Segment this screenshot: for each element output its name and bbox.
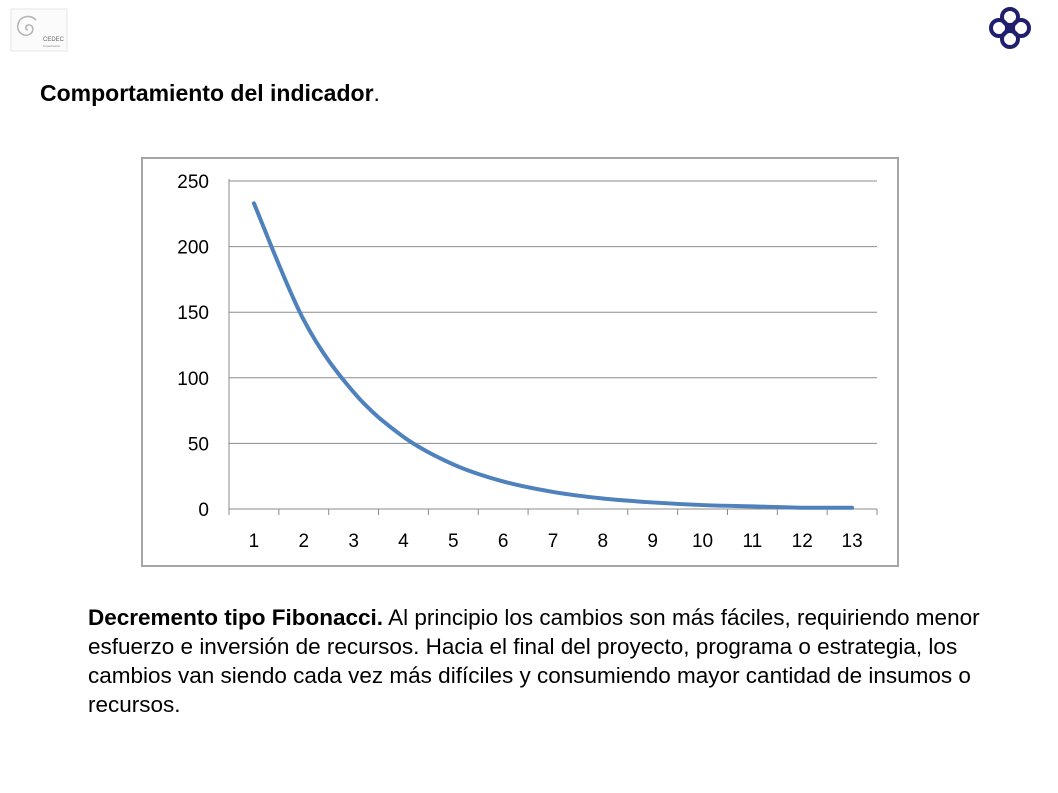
cedec-logo-graphic: CEDEC Capacitación <box>10 8 68 52</box>
chart-series <box>251 201 855 510</box>
quatrefoil-logo <box>988 6 1032 50</box>
cedec-logo-subtext: Capacitación <box>43 44 61 48</box>
x-tick-label: 13 <box>842 531 863 552</box>
y-tick-label: 0 <box>198 500 209 521</box>
slide-heading-text: Comportamiento del indicador <box>40 80 374 106</box>
x-tick-label: 11 <box>743 531 763 552</box>
x-tick-label: 4 <box>398 531 409 552</box>
chart-x-axis: 1 2 3 4 5 6 7 8 9 10 11 12 13 <box>228 509 878 552</box>
x-tick-label: 9 <box>647 531 658 552</box>
y-tick-label: 250 <box>177 172 209 193</box>
chart-frame: 0 50 100 150 200 250 1 2 3 4 5 6 7 8 9 10 11 12 13 <box>141 157 899 567</box>
description-paragraph: Decremento tipo Fibonacci. Al principio … <box>88 603 1028 719</box>
x-tick-label: 1 <box>249 531 260 552</box>
x-tick-label: 2 <box>298 531 309 552</box>
chart-y-axis: 0 50 100 150 200 250 <box>177 172 209 521</box>
y-tick-label: 200 <box>177 238 209 259</box>
cedec-logo-text: CEDEC <box>43 37 65 43</box>
description-bold: Decremento tipo Fibonacci. <box>88 605 384 630</box>
x-tick-label: 5 <box>448 531 459 552</box>
slide-heading: Comportamiento del indicador. <box>40 80 380 107</box>
chart-grid <box>228 179 877 510</box>
description-text: Al principio los cambios son más fáciles… <box>88 605 980 717</box>
y-tick-label: 100 <box>177 369 209 390</box>
series-line <box>251 201 855 510</box>
cedec-logo: CEDEC Capacitación <box>10 8 68 52</box>
x-tick-label: 3 <box>348 531 359 552</box>
x-tick-label: 7 <box>548 531 559 552</box>
x-tick-label: 10 <box>692 531 713 552</box>
y-tick-label: 150 <box>177 303 209 324</box>
x-tick-label: 6 <box>498 531 509 552</box>
slide-heading-suffix: . <box>373 80 380 106</box>
y-tick-label: 50 <box>188 434 209 455</box>
x-tick-label: 12 <box>792 531 813 552</box>
x-tick-label: 8 <box>598 531 609 552</box>
quatrefoil-logo-graphic <box>989 7 1031 49</box>
